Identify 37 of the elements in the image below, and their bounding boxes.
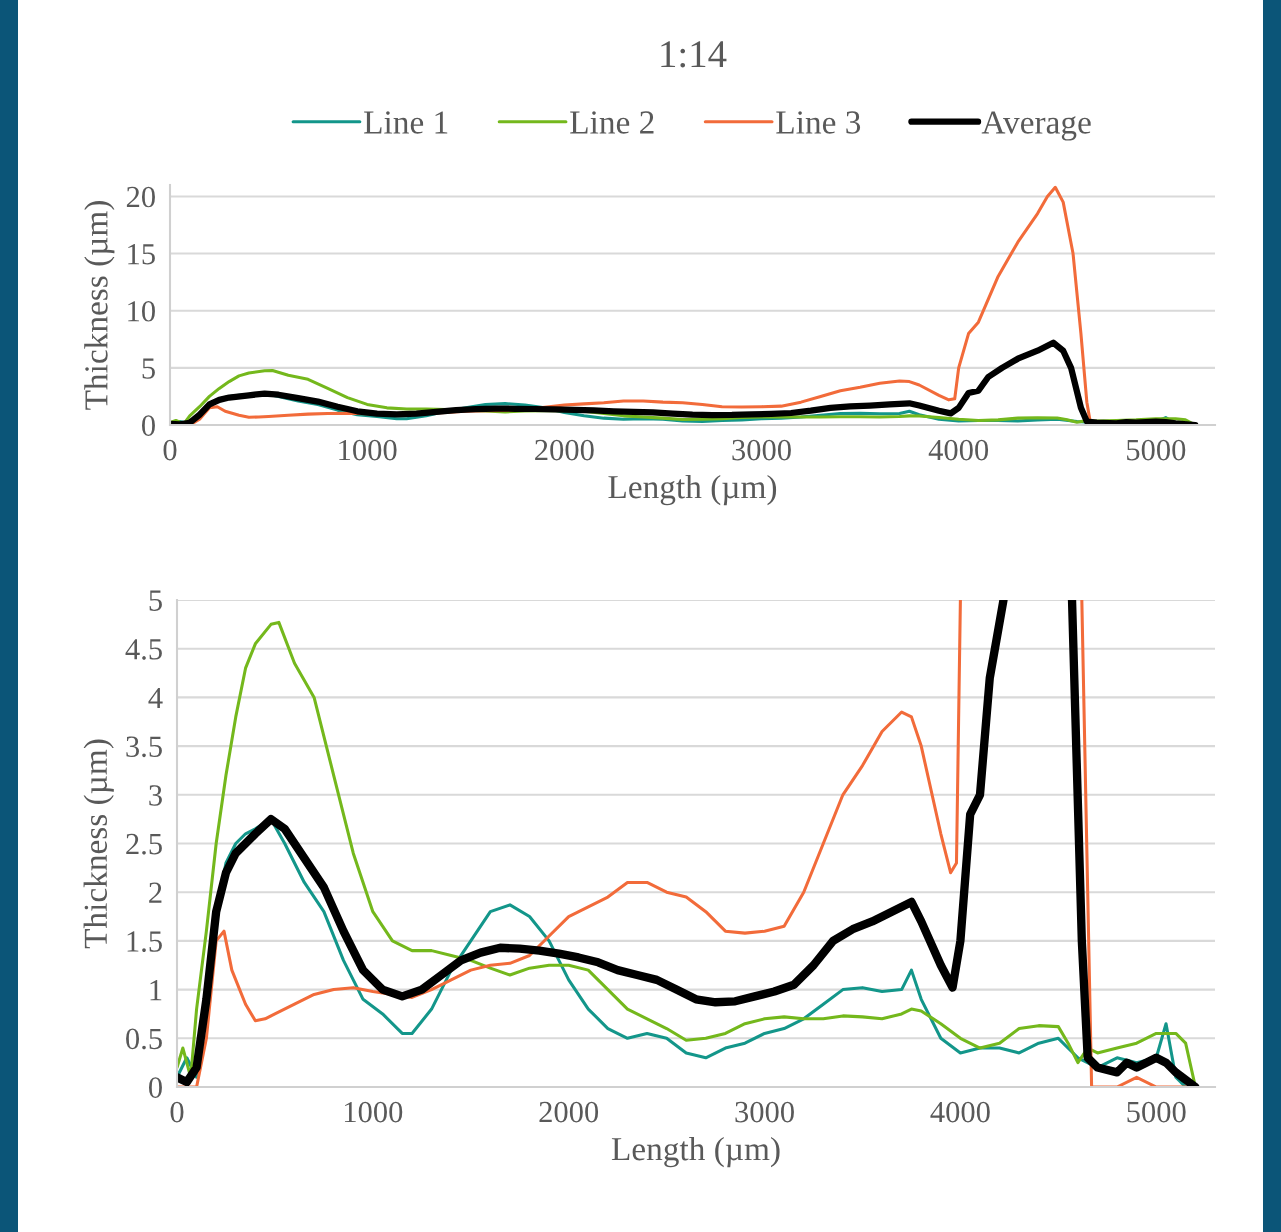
y-axis-title: Thickness (µm) xyxy=(84,201,115,410)
x-tick-label: 4000 xyxy=(928,439,989,461)
x-tick-label: 5000 xyxy=(1127,1101,1186,1123)
y-tick-label: 5 xyxy=(149,590,162,611)
x-tick-label: 0 xyxy=(170,1101,184,1123)
legend-label: Average xyxy=(981,111,1091,141)
y-axis-title: Thickness (µm) xyxy=(83,739,114,949)
y-tick-label: 1.5 xyxy=(127,931,162,952)
chart-title: 1:14 xyxy=(661,41,727,68)
x-tick-label: 1000 xyxy=(339,439,397,461)
x-tick-label: 4000 xyxy=(930,1101,990,1123)
x-tick-label: 2000 xyxy=(539,1101,599,1123)
y-tick-label: 0.5 xyxy=(126,1028,162,1050)
y-tick-label: 5 xyxy=(142,358,155,379)
x-tick-label: 3000 xyxy=(732,439,791,461)
y-tick-label: 4 xyxy=(148,687,163,708)
y-tick-label: 20 xyxy=(126,186,155,208)
y-tick-label: 2.5 xyxy=(126,833,162,855)
x-tick-label: 5000 xyxy=(1127,439,1186,461)
y-tick-label: 0 xyxy=(149,1077,162,1098)
x-tick-label: 2000 xyxy=(535,439,594,461)
x-tick-label: 3000 xyxy=(735,1101,794,1123)
y-tick-label: 4.5 xyxy=(125,639,162,660)
x-tick-label: 0 xyxy=(163,439,177,461)
y-tick-label: 1 xyxy=(150,980,162,1001)
x-tick-label: 1000 xyxy=(344,1101,403,1123)
legend-label: Line 1 xyxy=(364,111,448,134)
y-tick-label: 3 xyxy=(149,785,162,806)
legend-label: Line 2 xyxy=(570,111,654,134)
x-axis-title: Length (µm) xyxy=(608,474,777,506)
y-tick-label: 15 xyxy=(128,244,155,265)
y-tick-label: 0 xyxy=(142,415,155,436)
legend-label: Line 3 xyxy=(776,111,861,134)
y-tick-label: 2 xyxy=(149,882,162,903)
y-tick-label: 3.5 xyxy=(126,736,162,758)
y-tick-label: 10 xyxy=(128,301,155,322)
x-axis-title: Length (µm) xyxy=(611,1136,780,1168)
